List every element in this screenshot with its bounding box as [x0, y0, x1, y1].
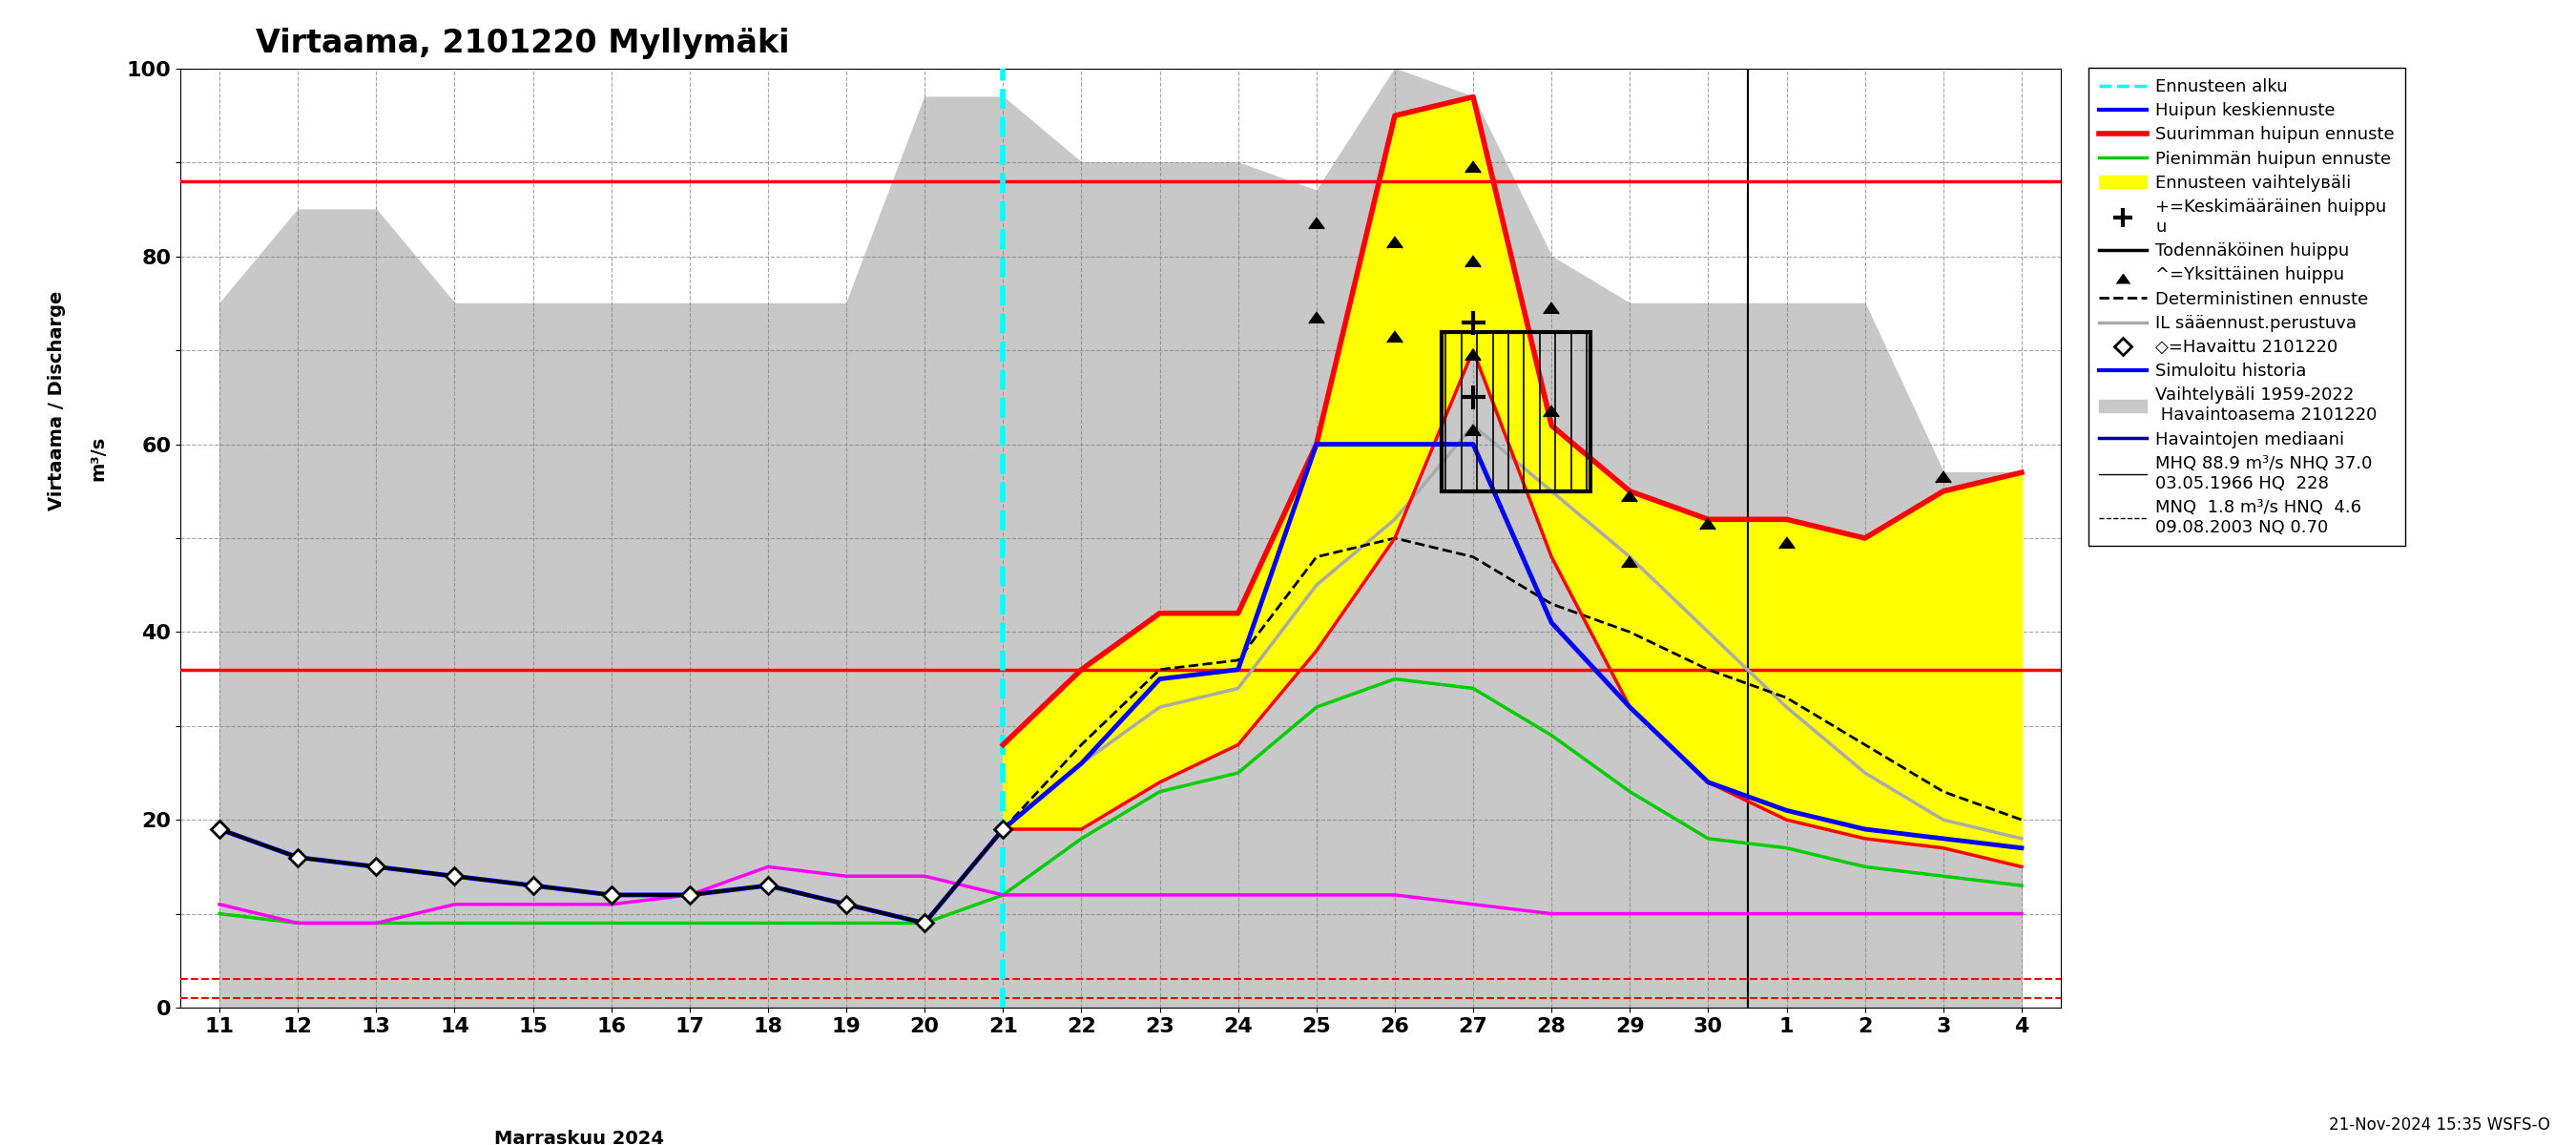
Text: Marraskuu 2024
November: Marraskuu 2024 November	[495, 1130, 665, 1145]
Legend: Ennusteen alku, Huipun keskiennuste, Suurimman huipun ennuste, Pienimmän huipun : Ennusteen alku, Huipun keskiennuste, Suu…	[2089, 68, 2406, 546]
Text: Virtaama, 2101220 Myllymäki: Virtaama, 2101220 Myllymäki	[255, 27, 788, 60]
Text: 21-Nov-2024 15:35 WSFS-O: 21-Nov-2024 15:35 WSFS-O	[2329, 1116, 2550, 1134]
Text: Virtaama / Discharge: Virtaama / Discharge	[46, 291, 67, 511]
Text: m³/s: m³/s	[88, 435, 108, 481]
Bar	[1443, 332, 1589, 491]
